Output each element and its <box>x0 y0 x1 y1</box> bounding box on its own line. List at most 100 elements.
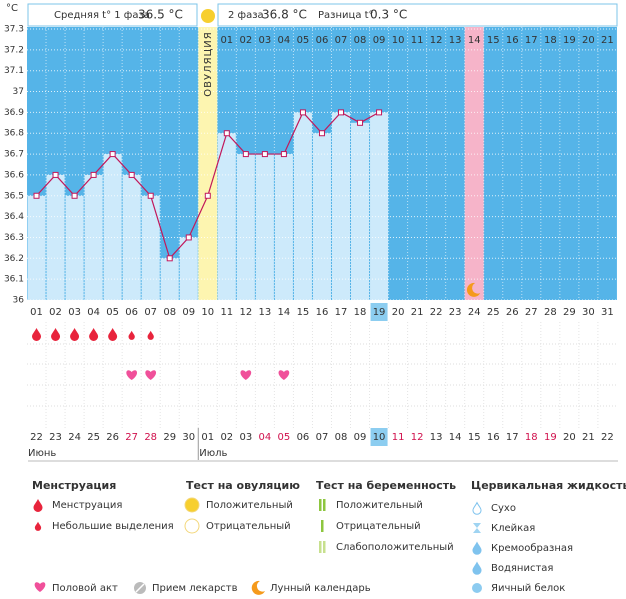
date-label: 22 <box>30 432 43 443</box>
date-label: 11 <box>392 432 405 443</box>
x-tick-label: 20 <box>392 307 405 318</box>
date-label: 18 <box>525 432 538 443</box>
legend-item: Прием лекарств <box>152 583 238 594</box>
point-marker <box>128 171 135 178</box>
phase2-day: 03 <box>259 35 272 46</box>
menstruation-icon <box>89 328 99 341</box>
date-label: 24 <box>68 432 81 443</box>
point-marker <box>147 192 154 199</box>
legend-item: Лунный календарь <box>270 583 371 594</box>
x-tick-label: 30 <box>582 307 595 318</box>
date-label: 10 <box>373 432 386 443</box>
y-tick-label: 37.2 <box>4 45 24 55</box>
point-marker <box>337 109 344 116</box>
x-tick-label: 25 <box>487 307 500 318</box>
date-label: 28 <box>144 432 157 443</box>
phase2-value: 36.8 °C <box>262 8 307 22</box>
bar <box>293 112 312 300</box>
y-tick-label: 36.8 <box>4 129 24 139</box>
bar <box>141 195 160 300</box>
legend-icon <box>319 541 322 553</box>
legend-item: Положительный <box>336 500 423 511</box>
legend-item: Небольшие выделения <box>52 521 174 532</box>
point-marker <box>261 151 268 158</box>
phase2-day: 11 <box>411 35 424 46</box>
x-tick-label: 06 <box>125 307 138 318</box>
legend-icon <box>319 499 322 511</box>
legend-title: Тест на беременность <box>316 479 456 492</box>
phase2-day: 14 <box>468 35 481 46</box>
phase2-day: 12 <box>430 35 443 46</box>
x-tick-label: 01 <box>30 307 43 318</box>
point-marker <box>109 151 116 158</box>
date-label: 03 <box>239 432 252 443</box>
phase2-day: 08 <box>354 35 367 46</box>
date-label: 20 <box>563 432 576 443</box>
date-label: 04 <box>259 432 272 443</box>
date-label: 19 <box>544 432 557 443</box>
point-marker <box>33 192 40 199</box>
moon-column <box>464 27 484 300</box>
point-marker <box>52 171 59 178</box>
legend-item: Половой акт <box>52 583 118 594</box>
phase2-day: 04 <box>278 35 291 46</box>
x-tick-label: 16 <box>316 307 329 318</box>
point-marker <box>204 192 211 199</box>
date-label: 09 <box>354 432 367 443</box>
y-tick-label: 36.4 <box>4 212 24 222</box>
x-tick-label: 19 <box>373 307 386 318</box>
date-label: 26 <box>106 432 119 443</box>
phase2-day: 16 <box>506 35 519 46</box>
y-tick-label: 36.3 <box>4 233 24 243</box>
date-label: 01 <box>201 432 214 443</box>
bar <box>27 195 46 300</box>
legend-icon <box>323 499 326 511</box>
legend-title: Тест на овуляцию <box>186 479 300 492</box>
legend-icon <box>472 583 482 593</box>
x-tick-label: 07 <box>144 307 157 318</box>
legend-item: Отрицательный <box>206 521 291 532</box>
bar <box>370 112 389 300</box>
date-label: 16 <box>487 432 500 443</box>
x-tick-label: 15 <box>297 307 310 318</box>
header-box <box>217 3 618 27</box>
x-tick-label: 31 <box>601 307 614 318</box>
point-marker <box>71 192 78 199</box>
date-label: 29 <box>163 432 176 443</box>
bar <box>65 195 84 300</box>
phase2-day: 19 <box>563 35 576 46</box>
month-label: Июнь <box>28 448 56 459</box>
legend-item: Слабоположительный <box>336 542 454 553</box>
date-label: 23 <box>49 432 62 443</box>
bar <box>351 122 370 300</box>
phase2-day: 09 <box>373 35 386 46</box>
x-tick-label: 29 <box>563 307 576 318</box>
phase2-day: 15 <box>487 35 500 46</box>
sun-icon <box>201 9 215 23</box>
intercourse-icon <box>145 370 157 380</box>
spotting-icon <box>147 330 154 340</box>
point-marker <box>299 109 306 116</box>
point-marker <box>357 119 364 126</box>
y-tick-label: 37.3 <box>4 25 24 35</box>
legend-icon <box>323 541 326 553</box>
point-marker <box>223 130 230 137</box>
date-label: 17 <box>506 432 519 443</box>
phase2-day: 21 <box>601 35 614 46</box>
x-tick-label: 14 <box>278 307 291 318</box>
y-tick-label: 36 <box>13 296 25 306</box>
legend-item: Водянистая <box>491 563 553 574</box>
y-tick-label: 37.1 <box>4 66 24 76</box>
legend-title: Цервикальная жидкость <box>471 479 626 492</box>
legend-item: Положительный <box>206 500 293 511</box>
x-tick-label: 27 <box>525 307 538 318</box>
menstruation-icon <box>108 328 118 341</box>
phase2-day: 18 <box>544 35 557 46</box>
phase2-day: 20 <box>582 35 595 46</box>
point-marker <box>242 151 249 158</box>
legend-icon <box>184 518 200 534</box>
x-tick-label: 13 <box>259 307 272 318</box>
date-label: 13 <box>430 432 443 443</box>
date-label: 07 <box>316 432 329 443</box>
